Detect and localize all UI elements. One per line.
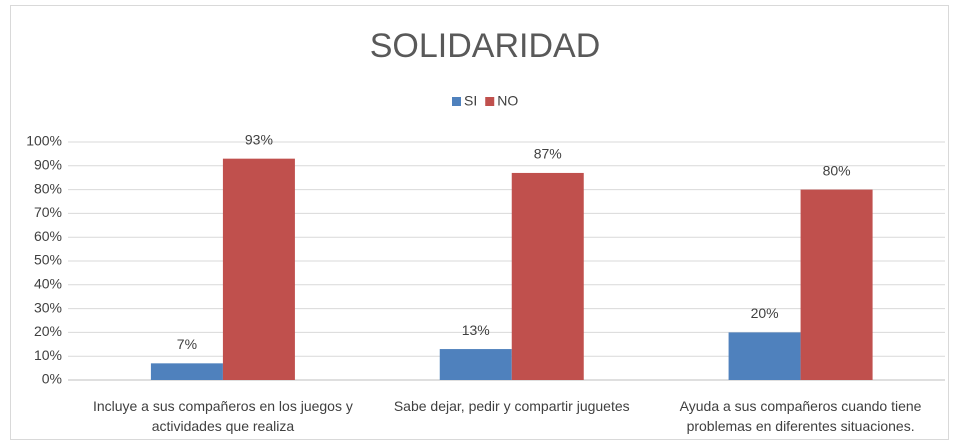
bar [728,332,801,380]
chart-title: SOLIDARIDAD [370,27,601,65]
bar [511,172,584,380]
y-tick-label: 70% [34,204,62,220]
data-label: 93% [245,131,273,147]
y-tick-label: 100% [26,133,62,149]
legend-label: SI [464,93,477,109]
y-tick-label: 30% [34,299,62,315]
bar [800,189,873,380]
y-tick-label: 20% [34,323,62,339]
bar [222,158,295,380]
y-tick-label: 80% [34,180,62,196]
data-label: 87% [534,146,562,162]
data-label: 7% [177,336,197,352]
x-tick-label: Ayuda a sus compañeros cuando tiene prob… [679,398,922,434]
bar [150,363,223,380]
data-label: 20% [751,305,779,321]
legend-swatch [452,97,461,106]
y-tick-label: 90% [34,157,62,173]
legend-label: NO [497,93,518,109]
y-tick-label: 0% [42,371,62,387]
y-tick-label: 60% [34,228,62,244]
data-label: 13% [462,322,490,338]
x-tick-label: Sabe dejar, pedir y compartir juguetes [393,398,630,414]
legend-swatch [485,97,495,106]
y-tick-label: 40% [34,276,62,292]
bar [439,349,512,380]
y-tick-label: 10% [34,347,62,363]
data-label: 80% [823,162,851,178]
x-tick-label: Incluye a sus compañeros en los juegos y… [92,398,353,434]
y-tick-label: 50% [34,252,62,268]
